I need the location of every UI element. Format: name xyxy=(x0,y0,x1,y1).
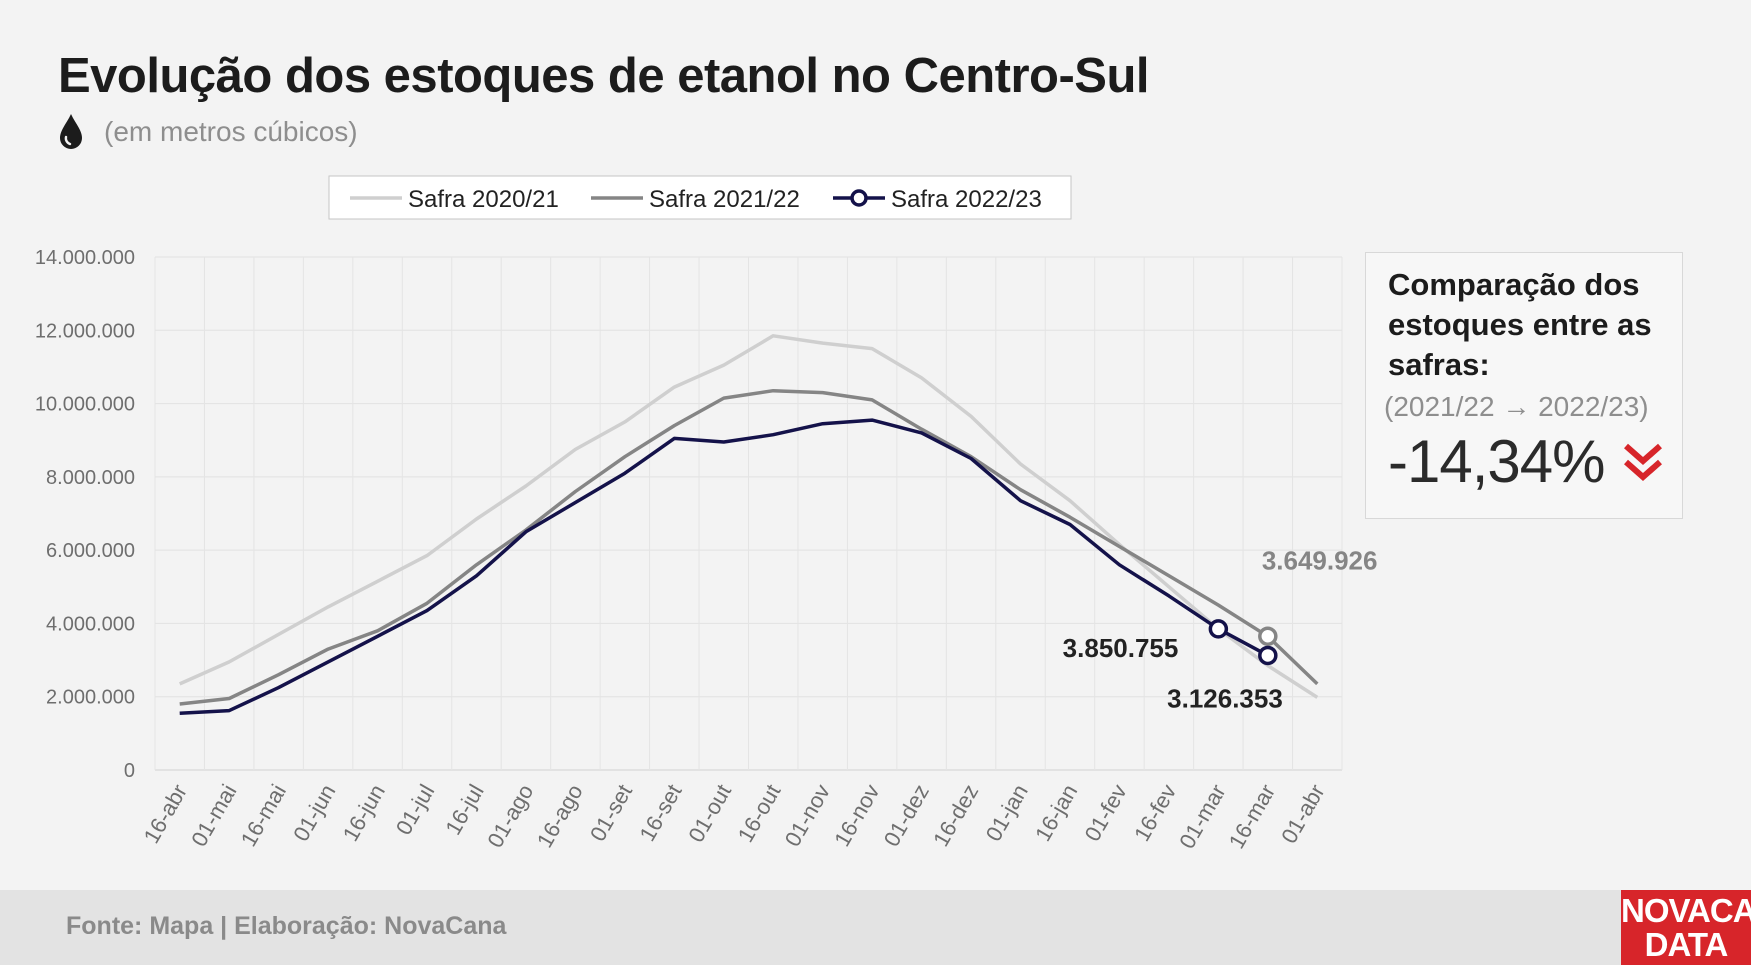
annotation-marker xyxy=(1258,626,1278,647)
x-tick-label: 01-mai xyxy=(186,780,241,851)
x-tick-label: 16-abr xyxy=(139,780,192,848)
x-tick-label: 16-ago xyxy=(532,780,588,852)
x-tick-label: 01-ago xyxy=(482,780,538,852)
y-axis-ticks: 0 2.000.000 4.000.000 6.000.000 8.000.000 10.… xyxy=(35,247,135,782)
chart-annotations: 3.649.926 3.850.755 3.126.353 xyxy=(1063,545,1378,713)
y-tick-label: 12.000.000 xyxy=(35,320,135,342)
x-tick-label: 16-set xyxy=(634,780,686,845)
x-tick-label: 01-abr xyxy=(1276,780,1329,848)
x-tick-label: 16-jul xyxy=(440,780,489,839)
line-chart: 0 2.000.000 4.000.000 6.000.000 8.000.000 10.… xyxy=(35,175,1378,853)
x-tick-label: 01-mar xyxy=(1174,780,1230,853)
legend-label-2022-23: Safra 2022/23 xyxy=(891,186,1042,213)
y-tick-label: 6.000.000 xyxy=(46,540,135,562)
logo-line-2: DATA xyxy=(1644,926,1729,963)
series-line-1 xyxy=(179,388,1319,706)
chart-title: Evolução dos estoques de etanol no Centr… xyxy=(58,49,1150,103)
annotation-marker xyxy=(1208,619,1229,639)
annotation-label: 3.649.926 xyxy=(1262,545,1378,575)
legend-label-2020-21: Safra 2020/21 xyxy=(408,186,559,213)
x-tick-label: 01-jan xyxy=(981,780,1033,845)
annotation-label: 3.126.353 xyxy=(1167,683,1283,713)
y-tick-label: 14.000.000 xyxy=(35,247,135,269)
legend-label-2021-22: Safra 2021/22 xyxy=(649,186,800,213)
x-tick-label: 16-jun xyxy=(338,780,390,845)
x-tick-label: 16-jan xyxy=(1030,780,1082,845)
series-line-2 xyxy=(179,418,1269,715)
x-tick-label: 01-fev xyxy=(1080,780,1132,845)
x-tick-label: 01-jul xyxy=(391,780,440,839)
x-tick-label: 16-fev xyxy=(1129,780,1181,845)
x-tick-label: 16-out xyxy=(733,780,786,847)
x-tick-label: 16-mar xyxy=(1224,780,1280,853)
y-tick-label: 2.000.000 xyxy=(46,687,135,709)
comparison-value: -14,34% xyxy=(1388,428,1605,495)
novacana-data-logo: NOVACANA DATA xyxy=(1621,890,1751,965)
comparison-title: Comparação dos estoques entre as safras: xyxy=(1388,267,1652,382)
y-tick-label: 0 xyxy=(124,760,135,782)
chart-grid xyxy=(154,256,1343,771)
comparison-value-row: -14,34% xyxy=(1388,427,1682,496)
footer: Fonte: Mapa | Elaboração: NovaCana xyxy=(0,890,1751,965)
source-credit: Fonte: Mapa | Elaboração: NovaCana xyxy=(66,912,507,940)
y-tick-label: 10.000.000 xyxy=(35,394,135,416)
x-tick-label: 01-out xyxy=(683,780,736,847)
x-tick-label: 01-dez xyxy=(879,780,934,851)
comparison-range: (2021/22 → 2022/23) xyxy=(1384,391,1649,422)
chart-subtitle: (em metros cúbicos) xyxy=(104,116,358,147)
x-tick-label: 16-dez xyxy=(928,780,983,851)
x-tick-label: 16-nov xyxy=(829,780,884,851)
drop-icon xyxy=(60,114,82,149)
legend-marker-2022-23 xyxy=(850,189,868,207)
x-tick-label: 16-mai xyxy=(236,780,291,851)
x-tick-label: 01-jun xyxy=(288,780,340,845)
annotation-marker xyxy=(1258,645,1278,666)
legend-box xyxy=(328,175,1072,220)
x-tick-label: 01-nov xyxy=(780,780,835,851)
subtitle-row: (em metros cúbicos) xyxy=(58,112,358,152)
x-tick-label: 01-set xyxy=(585,780,637,845)
chart-series xyxy=(178,334,1319,715)
y-tick-label: 8.000.000 xyxy=(46,467,135,489)
y-tick-label: 4.000.000 xyxy=(46,613,135,635)
logo-line-1: NOVACANA xyxy=(1621,892,1751,929)
comparison-box: Comparação dos estoques entre as safras:… xyxy=(1365,252,1683,519)
chart-legend: Safra 2020/21 Safra 2021/22 Safra 2022/2… xyxy=(328,175,1072,220)
double-chevron-down-icon xyxy=(1624,443,1663,481)
annotation-label: 3.850.755 xyxy=(1063,633,1179,663)
